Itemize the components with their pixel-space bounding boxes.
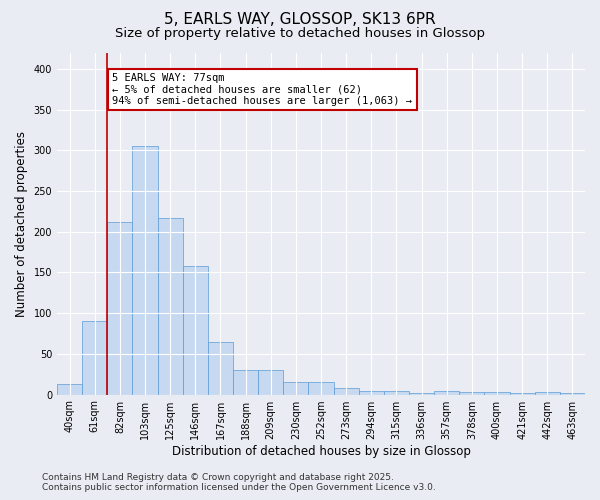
Bar bbox=[308, 382, 334, 394]
Bar bbox=[409, 393, 434, 394]
Bar bbox=[509, 393, 535, 394]
Bar bbox=[459, 392, 484, 394]
Text: 5 EARLS WAY: 77sqm
← 5% of detached houses are smaller (62)
94% of semi-detached: 5 EARLS WAY: 77sqm ← 5% of detached hous… bbox=[112, 73, 412, 106]
Bar bbox=[384, 392, 409, 394]
Bar bbox=[158, 218, 183, 394]
Bar bbox=[133, 146, 158, 394]
Y-axis label: Number of detached properties: Number of detached properties bbox=[15, 130, 28, 316]
X-axis label: Distribution of detached houses by size in Glossop: Distribution of detached houses by size … bbox=[172, 444, 470, 458]
Bar bbox=[535, 392, 560, 394]
Bar bbox=[208, 342, 233, 394]
Text: 5, EARLS WAY, GLOSSOP, SK13 6PR: 5, EARLS WAY, GLOSSOP, SK13 6PR bbox=[164, 12, 436, 28]
Bar bbox=[484, 392, 509, 394]
Text: Size of property relative to detached houses in Glossop: Size of property relative to detached ho… bbox=[115, 28, 485, 40]
Bar bbox=[258, 370, 283, 394]
Bar bbox=[233, 370, 258, 394]
Bar bbox=[560, 393, 585, 394]
Bar bbox=[283, 382, 308, 394]
Bar bbox=[359, 390, 384, 394]
Bar bbox=[434, 392, 459, 394]
Text: Contains HM Land Registry data © Crown copyright and database right 2025.
Contai: Contains HM Land Registry data © Crown c… bbox=[42, 473, 436, 492]
Bar bbox=[107, 222, 133, 394]
Bar bbox=[82, 322, 107, 394]
Bar bbox=[334, 388, 359, 394]
Bar bbox=[57, 384, 82, 394]
Bar bbox=[183, 266, 208, 394]
